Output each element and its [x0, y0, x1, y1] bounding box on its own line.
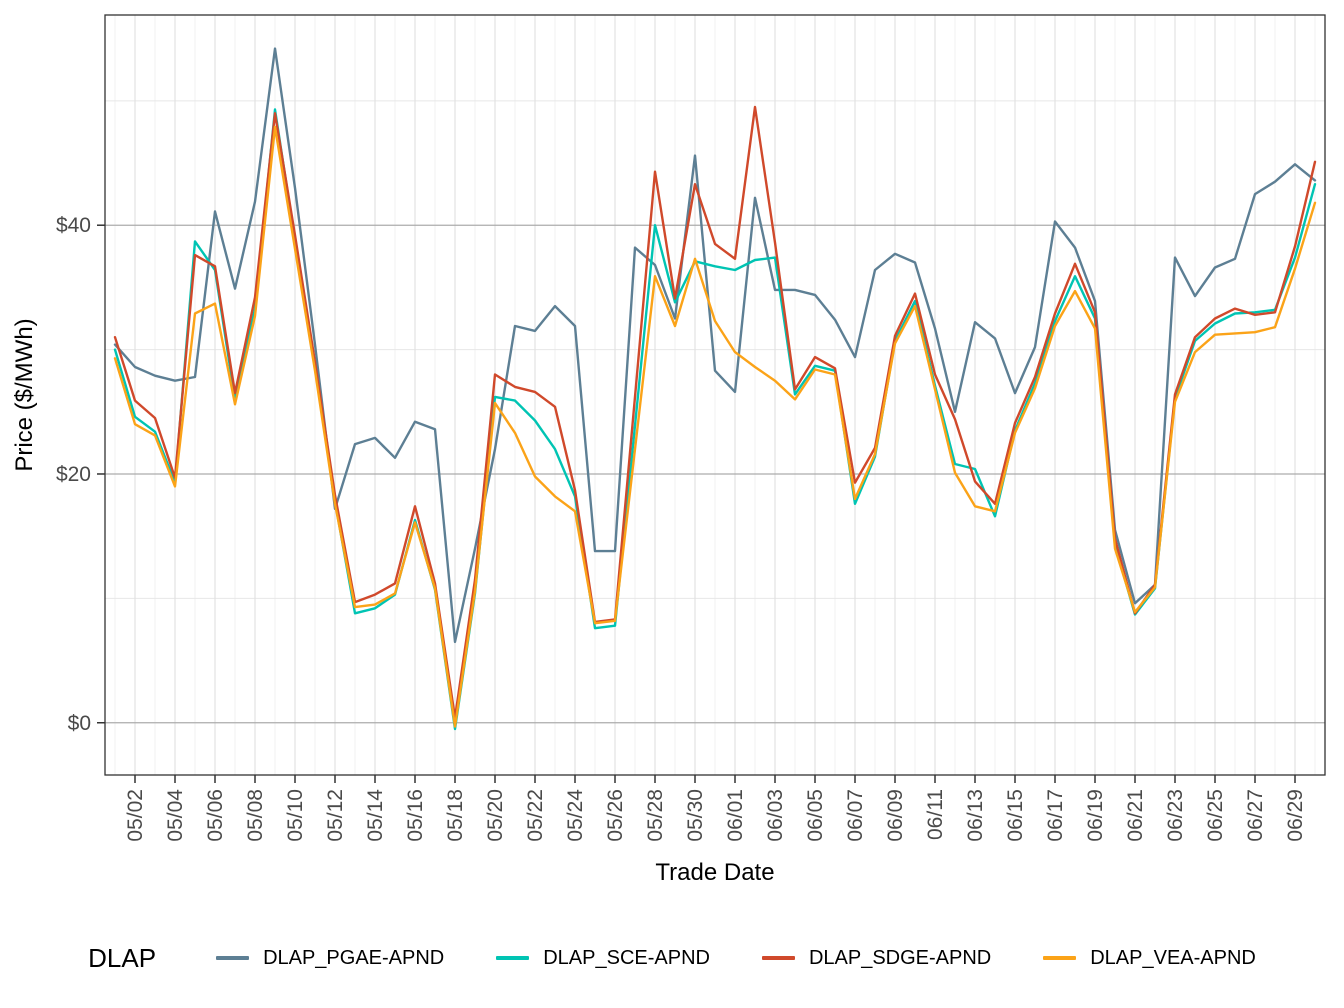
x-tick-label: 06/01 — [724, 789, 747, 842]
y-axis-title: Price ($/MWh) — [11, 318, 38, 471]
x-tick-label: 06/03 — [764, 789, 787, 842]
series-lines — [113, 47, 1317, 731]
legend-label: DLAP_SCE-APND — [543, 946, 710, 969]
legend-key-line-DLAP_VEA-APND — [1043, 956, 1077, 960]
x-tick-label: 06/27 — [1244, 789, 1267, 842]
legend-key-line-DLAP_SDGE-APND — [761, 956, 795, 960]
y-tick-label: $20 — [56, 463, 91, 486]
x-tick-label: 05/24 — [564, 789, 587, 842]
plot-panel-border — [104, 14, 1326, 776]
legend-item-DLAP_PGAE-APND: DLAP_PGAE-APND — [216, 947, 444, 970]
series-line-DLAP_VEA-APND — [113, 125, 1317, 728]
x-tick-label: 05/06 — [204, 789, 227, 842]
gridlines-major — [105, 15, 1325, 775]
x-tick-label: 05/08 — [244, 789, 267, 842]
legend-item-DLAP_SDGE-APND: DLAP_SDGE-APND — [761, 946, 992, 970]
y-tick-label: $0 — [68, 712, 91, 735]
x-tick-label: 05/18 — [444, 789, 467, 842]
x-tick-label: 06/21 — [1124, 789, 1147, 842]
x-tick-label: 06/07 — [844, 789, 867, 842]
price-line-chart: $0 $20 $40 05/02 05/04 05/06 05/08 05/10 05/12 05… — [11, 14, 1326, 886]
x-tick-label: 06/09 — [884, 789, 907, 842]
x-tick-label: 06/25 — [1204, 789, 1227, 842]
x-tick-label: 05/12 — [324, 789, 347, 842]
x-tick-label: 06/19 — [1084, 789, 1107, 842]
axis-tick-labels: $0 $20 $40 05/02 05/04 05/06 05/08 05/10 05/12 05… — [56, 214, 1307, 841]
chart-legend: DLAP DLAP_PGAE-APND DLAP_SCE-APND DLAP_SDG… — [0, 908, 1344, 1008]
x-tick-label: 05/22 — [524, 789, 547, 842]
legend-item-DLAP_SCE-APND: DLAP_SCE-APND — [496, 947, 710, 970]
x-tick-label: 06/23 — [1164, 789, 1187, 842]
legend-key-line-DLAP_PGAE-APND — [216, 956, 250, 960]
x-tick-label: 05/02 — [124, 789, 147, 842]
gridlines-minor — [105, 15, 1325, 775]
legend-key-line-DLAP_SCE-APND — [496, 956, 530, 960]
x-tick-label: 06/29 — [1284, 789, 1307, 842]
x-tick-label: 05/26 — [604, 789, 627, 842]
axis-ticks — [97, 224, 1296, 783]
legend-item-DLAP_VEA-APND: DLAP_VEA-APND — [1043, 947, 1256, 970]
x-tick-label: 06/15 — [1004, 789, 1027, 842]
legend-label: DLAP_PGAE-APND — [263, 946, 445, 969]
x-tick-label: 05/14 — [364, 789, 387, 842]
x-axis-title: Trade Date — [655, 859, 774, 886]
x-tick-label: 06/17 — [1044, 789, 1067, 842]
x-tick-label: 05/16 — [404, 789, 427, 842]
x-tick-label: 06/11 — [924, 789, 947, 840]
legend-title: DLAP — [88, 942, 157, 973]
legend-label: DLAP_SDGE-APND — [808, 946, 992, 969]
x-tick-label: 05/20 — [484, 789, 507, 842]
x-tick-label: 05/28 — [644, 789, 667, 842]
legend-label: DLAP_VEA-APND — [1090, 946, 1256, 969]
x-tick-label: 05/04 — [164, 789, 187, 842]
x-tick-label: 06/05 — [804, 789, 827, 842]
x-tick-label: 05/10 — [284, 789, 307, 842]
x-tick-label: 06/13 — [964, 789, 987, 842]
x-tick-label: 05/30 — [684, 789, 707, 842]
y-tick-label: $40 — [56, 214, 91, 237]
